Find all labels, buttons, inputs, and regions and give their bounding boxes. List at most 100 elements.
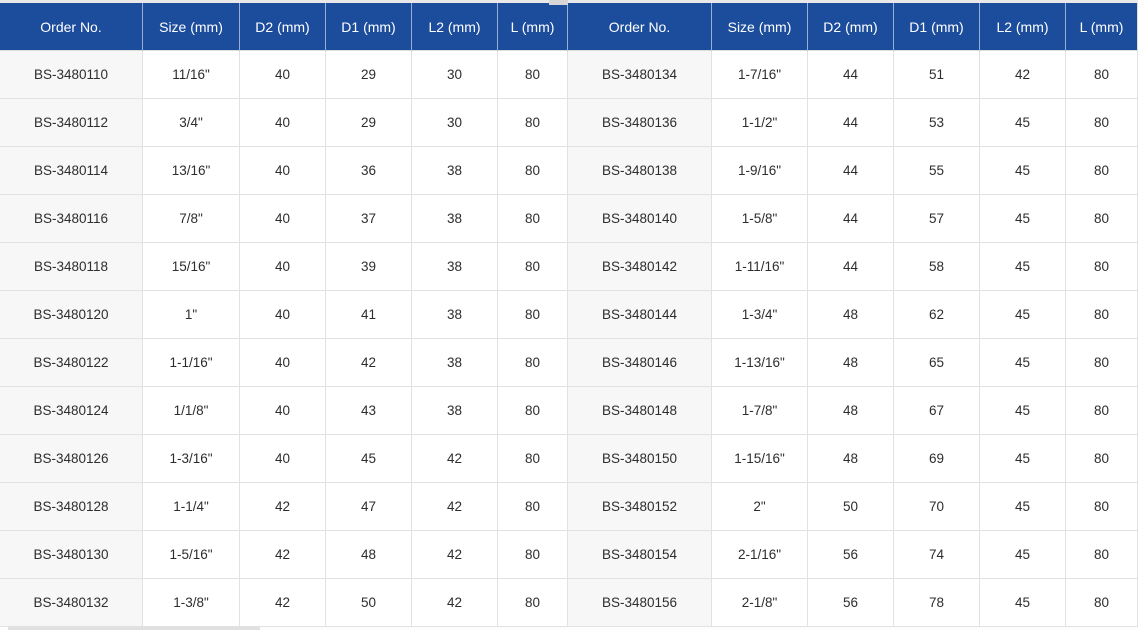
cell-left-size: 1-5/16" [143,531,240,579]
cell-right-d1: 67 [894,387,980,435]
cell-right-l: 80 [1066,579,1138,627]
cell-left-d2: 40 [240,291,326,339]
cell-left-size: 1" [143,291,240,339]
cell-right-d1: 51 [894,51,980,99]
cell-right-d1: 58 [894,243,980,291]
top-notch [549,0,568,5]
cell-right-l: 80 [1066,99,1138,147]
cell-right-d2: 56 [808,531,894,579]
cell-right-l: 80 [1066,531,1138,579]
cell-left-d1: 47 [326,483,412,531]
cell-left-size: 11/16" [143,51,240,99]
cell-right-order-no: BS-3480156 [568,579,712,627]
cell-left-d1: 29 [326,51,412,99]
cell-left-l2: 38 [412,147,498,195]
cell-right-order-no: BS-3480136 [568,99,712,147]
spec-table: Order No. Size (mm) D2 (mm) D1 (mm) L2 (… [0,3,1138,627]
cell-right-size: 1-5/8" [712,195,808,243]
bottom-notch [8,627,260,630]
cell-right-l2: 45 [980,99,1066,147]
cell-left-order-no: BS-3480126 [0,435,143,483]
cell-left-l: 80 [498,339,568,387]
cell-right-d1: 53 [894,99,980,147]
cell-left-d2: 40 [240,339,326,387]
cell-left-l2: 38 [412,243,498,291]
cell-right-order-no: BS-3480152 [568,483,712,531]
cell-left-d1: 36 [326,147,412,195]
column-header-order-no: Order No. [568,3,712,51]
cell-left-d1: 50 [326,579,412,627]
column-header-d1: D1 (mm) [894,3,980,51]
cell-left-size: 1-1/16" [143,339,240,387]
cell-right-l: 80 [1066,435,1138,483]
bottom-strip [0,627,1138,630]
cell-right-size: 1-9/16" [712,147,808,195]
column-header-d2: D2 (mm) [240,3,326,51]
cell-right-l2: 45 [980,291,1066,339]
cell-left-l: 80 [498,483,568,531]
cell-left-l2: 30 [412,51,498,99]
cell-left-d2: 40 [240,99,326,147]
cell-right-order-no: BS-3480134 [568,51,712,99]
cell-right-d1: 70 [894,483,980,531]
table-row: BS-3480124 1/1/8" 40 43 38 80 BS-3480148 1-7/8"… [0,387,1138,435]
cell-right-d2: 44 [808,99,894,147]
cell-left-l: 80 [498,579,568,627]
cell-right-l2: 42 [980,51,1066,99]
cell-right-d2: 48 [808,291,894,339]
cell-right-order-no: BS-3480142 [568,243,712,291]
cell-right-order-no: BS-3480146 [568,339,712,387]
table-row: BS-3480116 7/8" 40 37 38 80 BS-3480140 1-5/8" 44… [0,195,1138,243]
cell-left-order-no: BS-3480118 [0,243,143,291]
cell-right-l2: 45 [980,435,1066,483]
cell-right-d2: 44 [808,147,894,195]
cell-right-d2: 44 [808,195,894,243]
cell-right-l2: 45 [980,339,1066,387]
cell-left-l: 80 [498,99,568,147]
cell-left-size: 7/8" [143,195,240,243]
cell-right-d1: 62 [894,291,980,339]
cell-left-l2: 30 [412,99,498,147]
cell-left-l: 80 [498,147,568,195]
cell-right-l: 80 [1066,339,1138,387]
cell-left-l: 80 [498,243,568,291]
cell-right-d1: 55 [894,147,980,195]
cell-left-d1: 42 [326,339,412,387]
top-strip [0,0,1138,5]
column-header-l: L (mm) [1066,3,1138,51]
cell-left-size: 15/16" [143,243,240,291]
cell-left-l: 80 [498,387,568,435]
cell-right-size: 1-7/8" [712,387,808,435]
column-header-l2: L2 (mm) [412,3,498,51]
column-header-size: Size (mm) [143,3,240,51]
cell-right-size: 1-13/16" [712,339,808,387]
cell-right-d2: 44 [808,51,894,99]
cell-right-d2: 44 [808,243,894,291]
cell-right-l: 80 [1066,147,1138,195]
cell-left-d1: 29 [326,99,412,147]
cell-left-d2: 42 [240,531,326,579]
cell-left-d2: 40 [240,243,326,291]
cell-right-l: 80 [1066,291,1138,339]
cell-right-order-no: BS-3480150 [568,435,712,483]
cell-left-l: 80 [498,195,568,243]
table-row: BS-3480114 13/16" 40 36 38 80 BS-3480138 1-9/16… [0,147,1138,195]
cell-left-d1: 41 [326,291,412,339]
cell-right-d2: 48 [808,435,894,483]
cell-right-d1: 78 [894,579,980,627]
cell-left-l2: 38 [412,339,498,387]
column-header-d1: D1 (mm) [326,3,412,51]
cell-left-order-no: BS-3480132 [0,579,143,627]
table-row: BS-3480112 3/4" 40 29 30 80 BS-3480136 1-1/2" 44… [0,99,1138,147]
cell-right-d2: 50 [808,483,894,531]
cell-left-size: 13/16" [143,147,240,195]
cell-right-d1: 69 [894,435,980,483]
cell-right-order-no: BS-3480140 [568,195,712,243]
cell-left-l: 80 [498,531,568,579]
cell-right-l: 80 [1066,243,1138,291]
column-header-l2: L2 (mm) [980,3,1066,51]
cell-right-size: 2-1/8" [712,579,808,627]
column-header-l: L (mm) [498,3,568,51]
cell-left-d1: 37 [326,195,412,243]
